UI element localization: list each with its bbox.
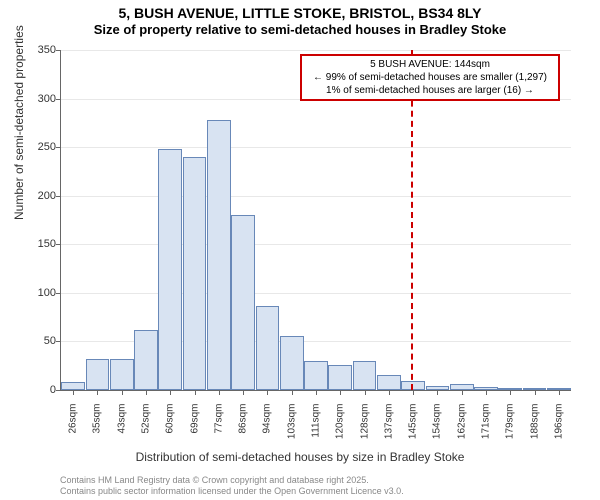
y-tick-mark <box>56 390 61 391</box>
grid-line <box>61 196 571 197</box>
plot: 05010015020025030035026sqm35sqm43sqm52sq… <box>60 50 571 391</box>
bar <box>183 157 207 390</box>
x-tick-label: 69sqm <box>189 404 200 454</box>
callout-line3: 1% of semi-detached houses are larger (1… <box>308 84 552 97</box>
x-tick-mark <box>97 390 98 395</box>
x-tick-label: 35sqm <box>92 404 103 454</box>
y-tick-mark <box>56 341 61 342</box>
y-tick-label: 200 <box>31 190 56 202</box>
y-tick-mark <box>56 244 61 245</box>
grid-line <box>61 50 571 51</box>
x-tick-label: 43sqm <box>116 404 127 454</box>
x-tick-mark <box>340 390 341 395</box>
chart-subtitle: Size of property relative to semi-detach… <box>0 22 600 39</box>
attribution-line1: Contains HM Land Registry data © Crown c… <box>60 475 404 487</box>
plot-area: 05010015020025030035026sqm35sqm43sqm52sq… <box>60 50 570 390</box>
x-tick-mark <box>292 390 293 395</box>
x-tick-label: 145sqm <box>408 404 419 454</box>
bar <box>110 359 134 390</box>
grid-line <box>61 147 571 148</box>
y-tick-label: 300 <box>31 93 56 105</box>
x-tick-label: 26sqm <box>68 404 79 454</box>
bar <box>377 375 401 390</box>
x-tick-mark <box>122 390 123 395</box>
x-tick-mark <box>389 390 390 395</box>
y-tick-label: 150 <box>31 238 56 250</box>
y-tick-label: 0 <box>31 384 56 396</box>
x-tick-label: 128sqm <box>359 404 370 454</box>
bar <box>86 359 110 390</box>
bar <box>328 365 352 390</box>
bar <box>207 120 231 390</box>
y-tick-mark <box>56 50 61 51</box>
bar <box>231 215 255 390</box>
y-axis-label: Number of semi-detached properties <box>12 25 26 220</box>
y-tick-mark <box>56 147 61 148</box>
marker-line <box>411 50 413 390</box>
bar <box>256 306 280 390</box>
x-tick-label: 162sqm <box>456 404 467 454</box>
x-tick-mark <box>437 390 438 395</box>
y-tick-mark <box>56 293 61 294</box>
callout-box: 5 BUSH AVENUE: 144sqm ← 99% of semi-deta… <box>300 54 560 101</box>
x-tick-mark <box>510 390 511 395</box>
x-tick-label: 120sqm <box>335 404 346 454</box>
bar <box>304 361 328 390</box>
x-tick-label: 52sqm <box>141 404 152 454</box>
callout-line1: 5 BUSH AVENUE: 144sqm <box>308 58 552 71</box>
x-tick-label: 171sqm <box>481 404 492 454</box>
x-tick-label: 137sqm <box>383 404 394 454</box>
x-tick-mark <box>462 390 463 395</box>
bar <box>401 381 425 390</box>
y-tick-label: 100 <box>31 287 56 299</box>
y-tick-mark <box>56 196 61 197</box>
bar <box>61 382 85 390</box>
x-tick-mark <box>73 390 74 395</box>
x-tick-label: 179sqm <box>505 404 516 454</box>
x-tick-mark <box>267 390 268 395</box>
y-tick-label: 50 <box>31 335 56 347</box>
x-tick-label: 111sqm <box>311 404 322 454</box>
chart-container: 5, BUSH AVENUE, LITTLE STOKE, BRISTOL, B… <box>0 0 600 500</box>
bar <box>158 149 182 390</box>
x-tick-mark <box>559 390 560 395</box>
y-tick-mark <box>56 99 61 100</box>
x-tick-mark <box>486 390 487 395</box>
x-tick-mark <box>243 390 244 395</box>
bar <box>280 336 304 390</box>
x-tick-mark <box>365 390 366 395</box>
grid-line <box>61 244 571 245</box>
x-axis-label: Distribution of semi-detached houses by … <box>0 450 600 464</box>
bar <box>353 361 377 390</box>
callout-line2: ← 99% of semi-detached houses are smalle… <box>308 71 552 84</box>
x-tick-label: 103sqm <box>286 404 297 454</box>
x-tick-label: 94sqm <box>262 404 273 454</box>
x-tick-label: 196sqm <box>553 404 564 454</box>
y-tick-label: 350 <box>31 44 56 56</box>
y-tick-label: 250 <box>31 141 56 153</box>
x-tick-mark <box>170 390 171 395</box>
grid-line <box>61 293 571 294</box>
chart-title: 5, BUSH AVENUE, LITTLE STOKE, BRISTOL, B… <box>0 0 600 22</box>
x-tick-label: 60sqm <box>165 404 176 454</box>
x-tick-mark <box>413 390 414 395</box>
x-tick-label: 86sqm <box>238 404 249 454</box>
x-tick-mark <box>146 390 147 395</box>
x-tick-label: 77sqm <box>213 404 224 454</box>
x-tick-mark <box>316 390 317 395</box>
bar <box>134 330 158 390</box>
x-tick-label: 188sqm <box>529 404 540 454</box>
x-tick-mark <box>219 390 220 395</box>
x-tick-mark <box>535 390 536 395</box>
attribution-line2: Contains public sector information licen… <box>60 486 404 498</box>
x-tick-mark <box>195 390 196 395</box>
x-tick-label: 154sqm <box>432 404 443 454</box>
attribution: Contains HM Land Registry data © Crown c… <box>60 475 404 498</box>
